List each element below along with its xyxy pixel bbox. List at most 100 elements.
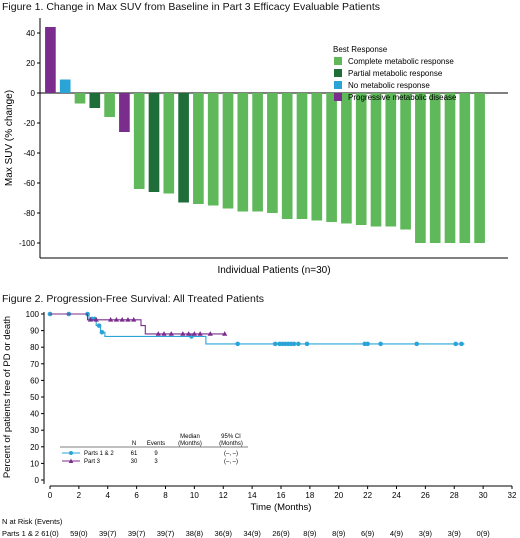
bar bbox=[281, 93, 293, 219]
censor-marker bbox=[235, 341, 240, 347]
at-risk-value: 36(9) bbox=[214, 529, 232, 538]
censor-marker bbox=[291, 341, 297, 347]
bar bbox=[385, 93, 397, 227]
legend-title: Best Response bbox=[333, 45, 388, 54]
bar bbox=[341, 93, 352, 224]
legend-swatch bbox=[334, 57, 342, 65]
table-cell: 30 bbox=[131, 459, 138, 465]
y-tick-label: 60 bbox=[30, 376, 39, 385]
bar bbox=[222, 93, 234, 209]
at-risk-value: 38(8) bbox=[186, 529, 204, 538]
censor-marker bbox=[168, 331, 174, 336]
table-cell: (–, –) bbox=[224, 451, 238, 457]
at-risk-value: 8(9) bbox=[303, 529, 317, 538]
censor-marker bbox=[161, 331, 167, 336]
censor-marker bbox=[113, 317, 120, 322]
table-row-label: Parts 1 & 2 bbox=[84, 451, 114, 457]
legend-swatch bbox=[334, 81, 342, 89]
x-tick-label: 0 bbox=[48, 491, 53, 500]
censor-marker bbox=[222, 331, 228, 336]
at-risk-value: 26(9) bbox=[272, 529, 290, 538]
censor-marker bbox=[365, 341, 370, 347]
bar bbox=[252, 93, 263, 212]
x-tick-label: 4 bbox=[106, 491, 111, 500]
x-tick-label: 2 bbox=[77, 491, 82, 500]
x-tick-label: 18 bbox=[305, 491, 314, 500]
censor-marker bbox=[99, 329, 105, 335]
bar bbox=[133, 93, 145, 189]
censor-marker bbox=[93, 317, 99, 322]
y-tick-label: 0 bbox=[35, 476, 40, 485]
y-tick-label: -100 bbox=[19, 239, 36, 248]
table-header: N bbox=[132, 441, 136, 447]
table-legend-marker bbox=[68, 458, 74, 463]
y-tick-label: -40 bbox=[23, 149, 35, 158]
bar bbox=[104, 93, 115, 117]
bar bbox=[119, 93, 130, 132]
x-axis-label: Individual Patients (n=30) bbox=[217, 265, 330, 276]
bar bbox=[74, 93, 86, 104]
table-cell: (–, –) bbox=[224, 459, 238, 465]
censor-marker bbox=[119, 317, 125, 322]
bar bbox=[459, 93, 471, 243]
y-tick-label: -60 bbox=[23, 179, 35, 188]
x-tick-label: 12 bbox=[219, 491, 228, 500]
y-tick-label: -20 bbox=[23, 119, 35, 128]
x-tick-label: 16 bbox=[277, 491, 286, 500]
censor-marker bbox=[191, 331, 197, 336]
table-header: (Months) bbox=[178, 441, 202, 447]
y-tick-label: 40 bbox=[30, 410, 39, 419]
x-tick-label: 14 bbox=[248, 491, 257, 500]
x-axis-label: Time (Months) bbox=[251, 502, 312, 513]
y-tick-label: 10 bbox=[30, 459, 39, 468]
censor-marker bbox=[272, 341, 278, 347]
table-cell: 61 bbox=[131, 451, 138, 457]
x-tick-label: 6 bbox=[134, 491, 139, 500]
table-header: Events bbox=[147, 441, 165, 447]
table-legend-marker bbox=[69, 451, 73, 455]
bar bbox=[89, 93, 101, 108]
y-tick-label: 0 bbox=[31, 89, 36, 98]
survival-line bbox=[50, 313, 465, 345]
bar bbox=[267, 93, 278, 213]
bar bbox=[355, 93, 367, 225]
y-tick-label: 20 bbox=[26, 59, 35, 68]
at-risk-value: 59(0) bbox=[70, 529, 88, 538]
at-risk-value: 61(0) bbox=[41, 529, 59, 538]
censor-marker bbox=[459, 341, 464, 347]
x-tick-label: 30 bbox=[479, 491, 488, 500]
x-tick-label: 26 bbox=[421, 491, 430, 500]
y-tick-label: 40 bbox=[26, 29, 35, 38]
x-tick-label: 22 bbox=[363, 491, 372, 500]
at-risk-value: 39(7) bbox=[157, 529, 175, 538]
at-risk-value: 34(9) bbox=[243, 529, 261, 538]
bar bbox=[444, 93, 456, 243]
at-risk-row-label: Parts 1 & 2 bbox=[2, 529, 39, 538]
y-tick-label: 100 bbox=[26, 310, 40, 319]
legend-label: Partial metabolic response bbox=[348, 69, 443, 78]
at-risk-value: 6(9) bbox=[361, 529, 375, 538]
y-tick-label: 80 bbox=[30, 343, 39, 352]
at-risk-value: 8(9) bbox=[332, 529, 346, 538]
at-risk-value: 0(9) bbox=[476, 529, 490, 538]
legend-swatch bbox=[334, 69, 342, 77]
y-axis-label: Max SUV (% change) bbox=[4, 90, 15, 186]
at-risk-value: 3(9) bbox=[419, 529, 433, 538]
x-tick-label: 28 bbox=[450, 491, 459, 500]
bar bbox=[415, 93, 426, 243]
y-tick-label: 30 bbox=[30, 426, 39, 435]
censor-marker bbox=[87, 317, 94, 322]
bar bbox=[207, 93, 219, 206]
table-header: (Months) bbox=[219, 441, 243, 447]
y-axis-label: Percent of patients free of PD or death bbox=[2, 316, 13, 478]
censor-marker bbox=[125, 317, 131, 322]
censor-marker bbox=[186, 331, 192, 336]
legend-label: No metabolic response bbox=[348, 81, 430, 90]
x-tick-label: 10 bbox=[190, 491, 199, 500]
bar bbox=[178, 93, 189, 203]
censor-marker bbox=[131, 317, 137, 322]
censor-marker bbox=[197, 331, 203, 336]
bar bbox=[45, 27, 56, 93]
table-header: 95% CI bbox=[221, 434, 241, 440]
